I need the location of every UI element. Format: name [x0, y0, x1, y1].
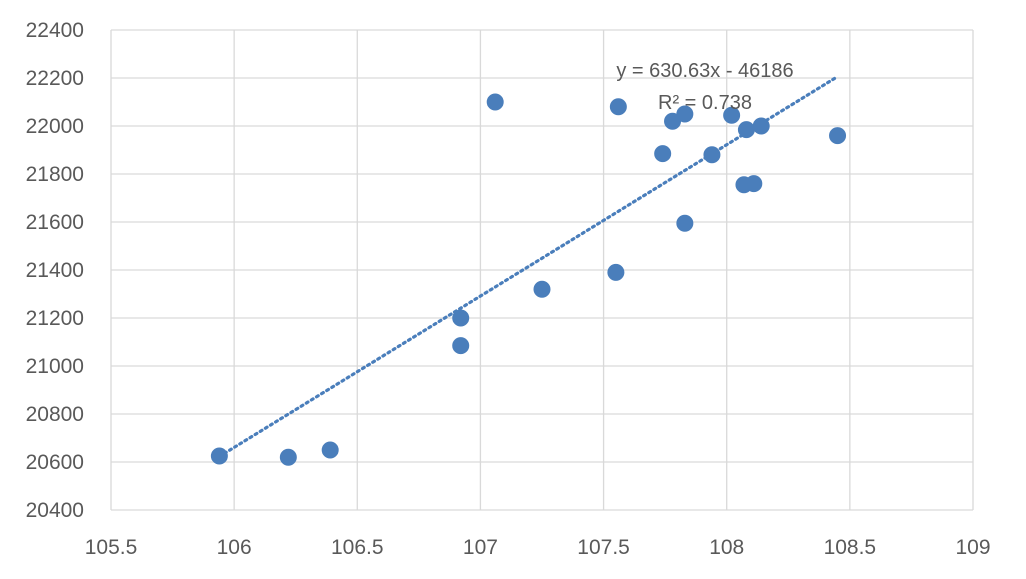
data-point: [676, 214, 694, 232]
trendline-r-squared: R² = 0.738: [658, 92, 752, 114]
x-tick-label: 105.5: [85, 536, 138, 559]
y-axis-tick-labels: 20400 20600 20800 21000 21200 21400 21600 21800…: [26, 19, 84, 522]
data-point: [609, 98, 627, 116]
y-tick-label: 21200: [26, 307, 84, 330]
data-point: [752, 117, 770, 135]
data-point: [279, 448, 297, 466]
trendline: [217, 75, 840, 459]
data-point: [452, 337, 470, 355]
data-point: [486, 93, 504, 111]
x-tick-label: 109: [955, 536, 990, 559]
x-tick-label: 108.5: [824, 536, 877, 559]
y-tick-label: 20800: [26, 403, 84, 426]
data-point: [654, 145, 672, 163]
y-tick-label: 21000: [26, 355, 84, 378]
x-axis-tick-labels: 105.5 106 106.5 107 107.5 108 108.5 109: [85, 536, 991, 559]
data-point: [607, 263, 625, 281]
data-point: [703, 146, 721, 164]
trendline-annotation: y = 630.63x - 46186 R² = 0.738: [616, 60, 793, 114]
y-tick-label: 20600: [26, 451, 84, 474]
x-tick-label: 108: [709, 536, 744, 559]
x-tick-label: 106: [217, 536, 252, 559]
x-tick-label: 106.5: [331, 536, 384, 559]
y-tick-label: 20400: [26, 499, 84, 522]
data-point: [210, 447, 228, 465]
data-point: [829, 127, 847, 145]
data-point: [737, 121, 755, 139]
data-point: [452, 309, 470, 327]
data-point: [745, 175, 763, 193]
trendline-group: [217, 75, 840, 459]
data-point: [321, 441, 339, 459]
y-tick-label: 21600: [26, 211, 84, 234]
x-tick-label: 107: [463, 536, 498, 559]
y-tick-label: 21400: [26, 259, 84, 282]
data-point: [676, 105, 694, 123]
gridlines: [110, 29, 974, 511]
data-points: [210, 93, 847, 466]
y-tick-label: 22000: [26, 115, 84, 138]
y-tick-label: 22200: [26, 67, 84, 90]
data-point: [533, 280, 551, 298]
y-tick-label: 22400: [26, 19, 84, 42]
y-tick-label: 21800: [26, 163, 84, 186]
data-point: [723, 106, 741, 124]
x-tick-label: 107.5: [577, 536, 630, 559]
trendline-equation: y = 630.63x - 46186: [616, 60, 793, 82]
